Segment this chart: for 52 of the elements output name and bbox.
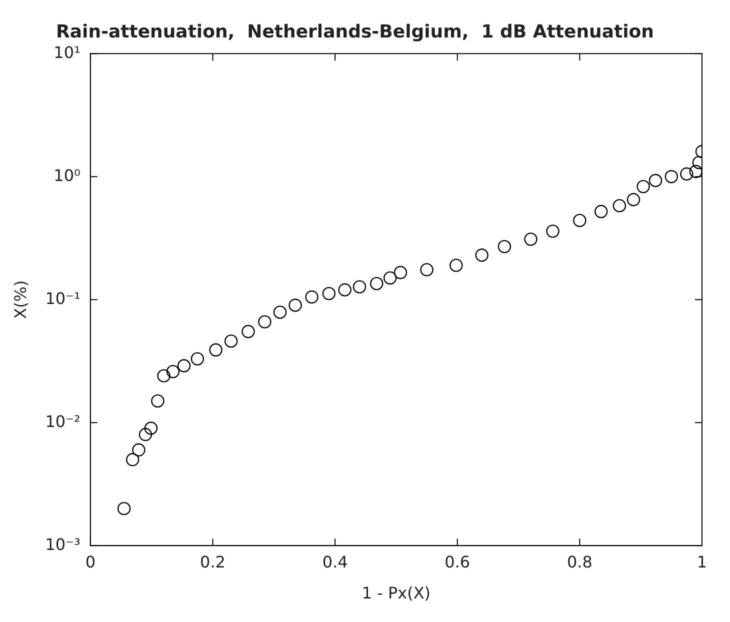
- point: [680, 167, 694, 181]
- point: [524, 232, 538, 246]
- x-tick-label: 0.2: [200, 552, 226, 572]
- point: [689, 164, 702, 178]
- point: [157, 369, 170, 382]
- point: [117, 502, 131, 516]
- x-axis-title: 1 - Px(X): [362, 584, 431, 603]
- point: [594, 204, 608, 218]
- y-tick-label: 10⁻³: [45, 534, 80, 554]
- x-tick-label: 1: [696, 552, 708, 572]
- y-tick-label: 10⁻²: [45, 412, 80, 431]
- point: [498, 240, 512, 254]
- point: [648, 174, 662, 188]
- point: [224, 334, 238, 348]
- y-axis-title: X(%): [10, 280, 30, 319]
- y-tick-label: 10⁻¹: [45, 288, 80, 308]
- x-tick-label: 0.8: [566, 552, 592, 572]
- point: [383, 271, 397, 285]
- point: [338, 283, 352, 296]
- point: [151, 394, 164, 408]
- point: [288, 298, 302, 312]
- x-tick-label: 0.4: [322, 552, 348, 572]
- point: [209, 343, 222, 356]
- point: [190, 352, 204, 366]
- point: [636, 180, 650, 194]
- point: [370, 276, 384, 290]
- x-tick-label: 0: [85, 552, 96, 572]
- point: [664, 170, 678, 184]
- point: [626, 193, 640, 206]
- point: [305, 290, 318, 304]
- point: [144, 422, 158, 435]
- point: [258, 315, 272, 328]
- x-tick-label: 0.6: [444, 552, 470, 572]
- point: [352, 280, 366, 294]
- point: [177, 359, 191, 372]
- point: [322, 286, 336, 300]
- point: [546, 224, 560, 238]
- point: [420, 263, 434, 276]
- point: [475, 248, 488, 262]
- point: [273, 306, 287, 319]
- point: [450, 258, 463, 272]
- y-tick-label: 10⁰: [54, 166, 80, 185]
- chart-title: Rain-attenuation, Netherlands-Belgium, 1 dB Attenuation: [56, 21, 654, 42]
- point: [573, 214, 586, 228]
- point: [242, 324, 255, 338]
- point: [394, 266, 408, 280]
- y-tick-label: 10¹: [54, 42, 80, 62]
- point: [132, 443, 146, 456]
- point: [612, 199, 626, 212]
- point: [138, 428, 152, 442]
- point: [126, 453, 140, 466]
- point: [166, 364, 180, 378]
